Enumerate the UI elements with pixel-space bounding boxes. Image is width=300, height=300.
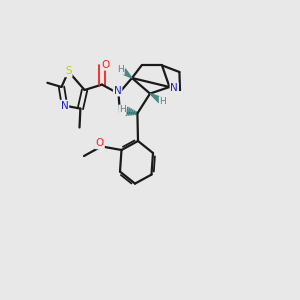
Text: N: N (61, 100, 68, 111)
Text: H: H (117, 65, 124, 74)
Text: N: N (114, 85, 122, 96)
Text: O: O (101, 60, 109, 70)
Polygon shape (150, 94, 162, 103)
Text: O: O (96, 138, 104, 148)
Text: S: S (65, 66, 72, 76)
Text: N: N (170, 83, 178, 93)
Text: H: H (160, 97, 166, 106)
Text: H: H (119, 105, 126, 114)
Polygon shape (122, 69, 132, 78)
